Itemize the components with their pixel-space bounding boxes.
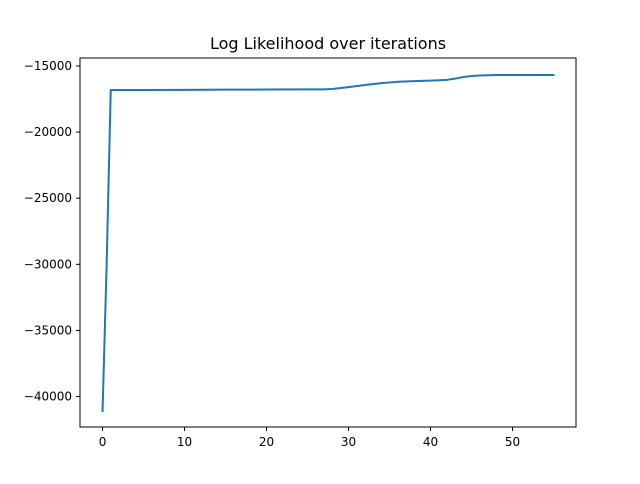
x-tick-label: 20: [259, 435, 274, 449]
y-tick-label: −30000: [24, 257, 72, 271]
plot-area: [101, 74, 555, 413]
y-tick-label: −15000: [24, 59, 72, 73]
axes-frame: [79, 57, 577, 428]
x-tick-label: 30: [341, 435, 356, 449]
x-tick-label: 0: [99, 435, 107, 449]
y-tick-label: −25000: [24, 191, 72, 205]
y-axis: −40000 −35000 −30000 −25000 −20000 −15000: [24, 59, 80, 404]
x-tick-label: 40: [423, 435, 438, 449]
y-tick-label: −20000: [24, 125, 72, 139]
x-axis: 0 10 20 30 40 50: [99, 427, 520, 449]
y-tick-label: −40000: [24, 390, 72, 404]
x-tick-label: 10: [177, 435, 192, 449]
chart-title: Log Likelihood over iterations: [210, 34, 446, 53]
x-tick-label: 50: [505, 435, 520, 449]
series-line-0: [101, 74, 555, 413]
y-tick-label: −35000: [24, 323, 72, 337]
